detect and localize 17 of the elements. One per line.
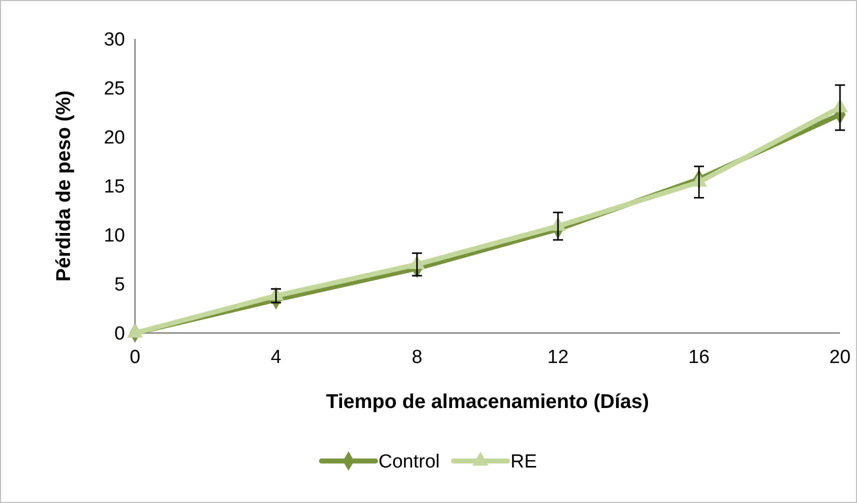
y-tick-label: 10	[104, 226, 125, 247]
y-tick-label: 5	[114, 274, 125, 296]
x-axis-title: Tiempo de almacenamiento (Días)	[326, 391, 650, 413]
legend-label: Control	[378, 452, 440, 473]
x-tick-label: 8	[412, 347, 422, 368]
y-tick-label: 25	[104, 78, 125, 100]
x-tick-label: 20	[829, 347, 851, 368]
y-tick-label: 20	[104, 128, 125, 149]
x-tick-label: 16	[688, 347, 710, 368]
x-tick-label: 4	[270, 347, 282, 368]
x-tick-label: 0	[130, 347, 140, 368]
y-tick-label: 0	[114, 324, 125, 345]
y-tick-label: 15	[104, 176, 125, 198]
y-tick-label: 30	[104, 30, 125, 51]
y-axis-title: Pérdida de peso (%)	[53, 90, 75, 282]
legend-label: RE	[510, 452, 537, 473]
x-tick-label: 12	[547, 347, 569, 368]
